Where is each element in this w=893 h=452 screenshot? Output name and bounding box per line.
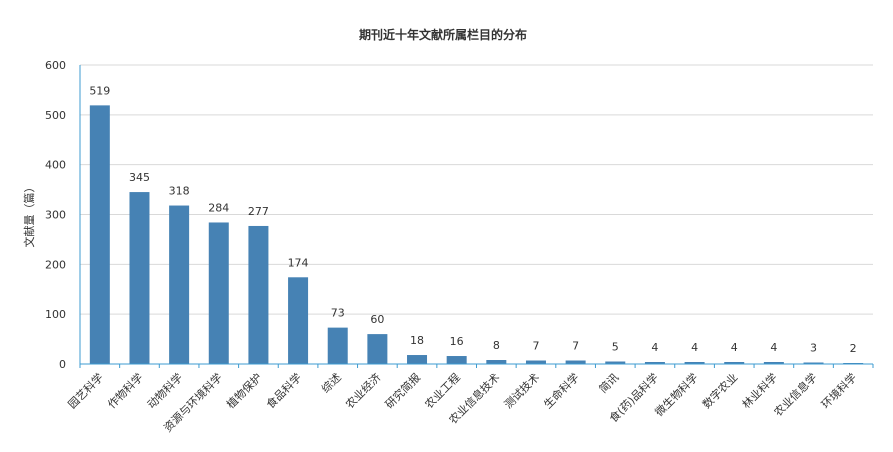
grid-layer [80, 64, 873, 315]
x-tick-label: 动物科学 [144, 370, 185, 411]
data-label: 277 [248, 205, 269, 218]
bars [89, 105, 864, 365]
x-tick-label: 植物保护 [224, 370, 265, 411]
data-label: 7 [532, 340, 539, 353]
bar[interactable] [803, 362, 824, 364]
bar[interactable] [248, 225, 269, 364]
x-tick-label: 生命科学 [541, 370, 582, 411]
data-label: 73 [331, 307, 345, 320]
bar[interactable] [129, 192, 150, 364]
data-label: 174 [288, 256, 309, 269]
data-label: 5 [612, 341, 619, 354]
y-tick-label: 500 [45, 109, 66, 122]
x-tick-label: 作物科学 [105, 370, 146, 411]
data-label: 7 [572, 340, 579, 353]
x-tick-label: 测试技术 [502, 371, 542, 411]
bar[interactable] [208, 222, 229, 364]
chart-title: 期刊近十年文献所属栏目的分布 [359, 27, 527, 42]
y-tick-label: 600 [45, 59, 66, 72]
data-labels: 519 345 318 284 277 174 73 60 18 16 8 7 7 5 4 4 4 4 3 2 [89, 84, 856, 355]
bar[interactable] [565, 360, 586, 364]
x-tick-label: 研究简报 [382, 370, 423, 411]
y-tick-label: 100 [45, 308, 66, 321]
data-label: 284 [208, 201, 229, 214]
data-label: 4 [770, 341, 777, 354]
x-tick-label: 林业科学 [739, 370, 780, 411]
data-label: 4 [691, 341, 698, 354]
bar[interactable] [605, 361, 626, 364]
x-tick-label: 数字农业 [699, 370, 740, 411]
y-tick-label: 0 [59, 358, 66, 371]
bar[interactable] [644, 362, 665, 364]
bar[interactable] [684, 362, 705, 364]
bar[interactable] [288, 277, 309, 364]
bar[interactable] [367, 334, 388, 364]
y-axis-ticks: 0 100 200 300 400 500 600 [45, 59, 66, 371]
bar[interactable] [169, 205, 190, 364]
y-tick-label: 200 [45, 258, 66, 271]
data-label: 345 [129, 171, 150, 184]
data-label: 8 [493, 339, 500, 352]
bar[interactable] [724, 362, 745, 364]
data-label: 318 [169, 185, 190, 198]
data-label: 18 [410, 334, 424, 347]
x-tick-label: 农业经济 [342, 370, 383, 411]
bar[interactable] [525, 360, 546, 364]
data-label: 4 [651, 341, 658, 354]
x-tick-label: 食品科学 [263, 370, 304, 411]
bar[interactable] [486, 360, 507, 364]
x-tick-label: 环境科学 [818, 370, 859, 411]
data-label: 60 [370, 313, 384, 326]
x-tick-label: 园艺科学 [65, 370, 106, 411]
x-tick-label: 农业信息学 [771, 370, 820, 419]
y-tick-label: 300 [45, 209, 66, 222]
data-label: 16 [450, 335, 464, 348]
data-label: 519 [89, 84, 110, 97]
data-label: 4 [731, 341, 738, 354]
x-tick-label: 综述 [318, 370, 343, 395]
bar[interactable] [446, 356, 467, 364]
y-axis-title: 文献量（篇） [22, 182, 36, 248]
bar[interactable] [327, 327, 348, 364]
data-label: 2 [850, 342, 857, 355]
bar[interactable] [407, 355, 428, 364]
bar[interactable] [89, 105, 110, 365]
bar[interactable] [763, 362, 784, 364]
x-tick-label: 农业工程 [422, 370, 463, 411]
x-tick-label: 简讯 [596, 370, 621, 395]
data-label: 3 [810, 342, 817, 355]
y-tick-label: 400 [45, 159, 66, 172]
x-tick-label: 微生物科学 [652, 370, 701, 419]
